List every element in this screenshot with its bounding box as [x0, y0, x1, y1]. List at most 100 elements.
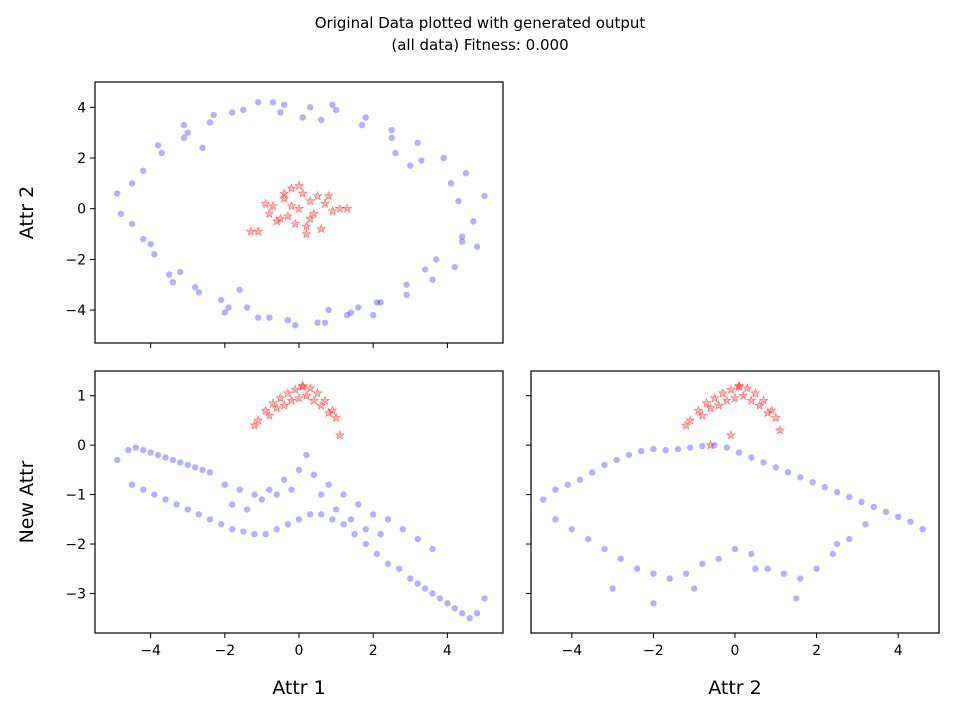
- original-point: [666, 575, 673, 582]
- original-point: [154, 451, 162, 459]
- original-point: [858, 498, 865, 506]
- generated-point: [733, 380, 745, 391]
- original-point: [295, 466, 303, 474]
- generated-point: [271, 402, 282, 413]
- original-point: [199, 144, 206, 152]
- original-point: [414, 139, 421, 147]
- original-point: [473, 610, 481, 617]
- original-point: [429, 545, 436, 553]
- original-point: [206, 119, 214, 126]
- original-point: [199, 466, 206, 474]
- original-point: [236, 286, 243, 293]
- generated-point: [271, 216, 282, 226]
- original-point: [650, 445, 657, 453]
- original-point: [650, 570, 657, 577]
- original-point: [414, 580, 421, 587]
- original-point: [288, 486, 295, 493]
- generated-point: [725, 384, 737, 395]
- x-axis-label: Attr 2: [708, 677, 762, 699]
- generated-point: [746, 395, 757, 405]
- original-point: [351, 530, 358, 538]
- original-point: [772, 464, 779, 471]
- original-point: [125, 446, 132, 454]
- original-point: [236, 486, 243, 493]
- generated-point: [750, 387, 761, 398]
- original-point: [617, 555, 624, 563]
- original-point: [243, 304, 251, 311]
- generated-point: [260, 198, 271, 208]
- original-point: [682, 570, 690, 577]
- original-point: [421, 585, 429, 592]
- original-point: [266, 314, 273, 321]
- generated-point: [297, 188, 308, 198]
- original-point: [699, 560, 706, 567]
- original-point: [251, 491, 258, 498]
- original-point: [862, 521, 869, 528]
- original-point: [388, 126, 395, 134]
- original-point: [429, 276, 436, 283]
- y-tick-label: 1: [77, 389, 86, 405]
- original-point: [455, 197, 462, 205]
- original-point: [140, 235, 147, 243]
- original-point: [748, 454, 755, 461]
- original-point: [466, 614, 473, 622]
- original-point: [407, 162, 414, 169]
- original-point: [444, 600, 451, 607]
- original-point: [158, 149, 165, 157]
- generated-point: [290, 218, 301, 229]
- subplot-attr2_vs_newattr: −4 −2 0 2 4 Attr 2: [526, 370, 940, 699]
- original-point: [650, 600, 657, 607]
- original-point: [809, 479, 816, 486]
- subplot-attr1_vs_attr2: −4 −2 0 2 4 Attr 2: [16, 81, 504, 348]
- generated-point: [742, 382, 753, 393]
- original-point: [266, 486, 273, 493]
- generated-point: [697, 410, 708, 420]
- original-point: [369, 511, 377, 518]
- original-point: [299, 114, 306, 121]
- y-tick-label: −2: [65, 252, 86, 268]
- generated-point: [717, 387, 728, 398]
- original-point: [748, 550, 755, 558]
- original-point: [414, 535, 421, 543]
- generated-point: [305, 382, 316, 393]
- original-point: [177, 268, 184, 276]
- generated-point: [342, 203, 353, 214]
- original-point: [280, 101, 288, 109]
- generated-point: [693, 405, 704, 415]
- original-point: [715, 555, 722, 563]
- generated-point: [293, 180, 305, 191]
- original-point: [329, 516, 336, 523]
- y-tick-label: 0: [77, 438, 86, 454]
- figure-title-line2: (all data) Fitness: 0.000: [391, 36, 568, 54]
- original-point: [637, 447, 645, 455]
- generated-point: [738, 390, 749, 401]
- generated-point: [774, 424, 785, 435]
- original-point: [128, 180, 136, 187]
- generated-point: [267, 200, 279, 211]
- generated-point: [758, 395, 769, 405]
- x-tick-label: 2: [369, 643, 378, 659]
- original-point: [229, 109, 236, 116]
- original-point: [833, 540, 841, 548]
- original-point: [377, 299, 384, 306]
- original-point: [295, 516, 303, 523]
- y-tick-label: −1: [65, 488, 86, 504]
- original-point: [384, 560, 392, 567]
- original-point: [403, 291, 410, 299]
- original-point: [662, 446, 669, 454]
- generated-point: [312, 387, 323, 398]
- original-point: [723, 444, 731, 451]
- original-point: [589, 469, 596, 476]
- generated-point: [308, 395, 319, 405]
- original-point: [306, 511, 314, 518]
- original-point: [388, 134, 395, 141]
- original-point: [764, 565, 771, 572]
- original-point: [255, 314, 262, 321]
- original-point: [114, 190, 121, 197]
- generated-point: [253, 415, 264, 425]
- original-point: [584, 535, 592, 543]
- x-tick-label: −4: [561, 643, 582, 659]
- original-point: [895, 513, 902, 521]
- original-point: [760, 459, 767, 466]
